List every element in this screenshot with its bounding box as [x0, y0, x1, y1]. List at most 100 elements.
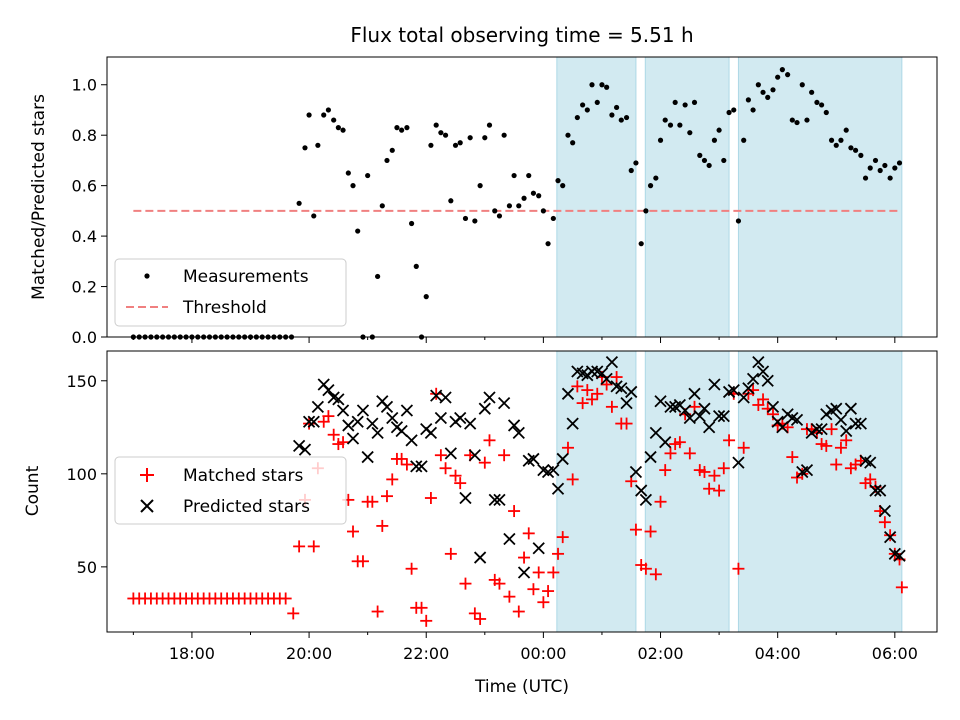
matched-star-point [512, 605, 525, 618]
matched-star-point [581, 384, 594, 397]
predicted-star-point [639, 493, 653, 507]
predicted-star-point [517, 566, 531, 579]
measurement-point [633, 160, 639, 166]
predicted-star-point [644, 450, 657, 464]
measurement-point [799, 82, 805, 88]
predicted-star-point-b [468, 449, 481, 462]
predicted-star-point-b [410, 460, 423, 473]
measurement-point [452, 142, 459, 148]
ratio-y-tick-label: 0.6 [72, 177, 97, 196]
matched-star-point [303, 417, 316, 430]
predicted-star-point-b [869, 484, 882, 497]
measurement-point [404, 125, 410, 131]
predicted-star-point-b [746, 372, 760, 386]
predicted-star-point-b [551, 482, 565, 495]
measurement-point [516, 203, 522, 209]
predicted-star-point-b [629, 465, 643, 479]
predicted-star-point [307, 415, 320, 428]
predicted-star-point-b [459, 491, 472, 505]
predicted-star-point-b [834, 413, 848, 426]
measurement-point [511, 172, 517, 179]
predicted-star-point-b [483, 391, 496, 404]
measurement-point [530, 190, 537, 196]
predicted-star-point [298, 443, 312, 456]
measurement-point [589, 82, 595, 88]
measurement-point [296, 200, 302, 206]
predicted-star-point-b [893, 549, 906, 562]
predicted-star-point [717, 409, 730, 423]
predicted-star-point [737, 391, 750, 404]
measurement-point [492, 208, 498, 214]
matched-star-point [405, 562, 418, 575]
predicted-star-point [810, 423, 824, 436]
x-tick-label: 20:00 [286, 644, 332, 663]
measurement-point [438, 130, 444, 136]
predicted-star-point [556, 452, 569, 466]
predicted-star-point [600, 372, 613, 386]
x-tick-label: 00:00 [520, 644, 566, 663]
predicted-star-point [790, 413, 804, 426]
measurement-point [843, 127, 849, 133]
predicted-star-point-b [591, 365, 604, 378]
predicted-star-point [346, 432, 360, 445]
predicted-star-point-b [732, 456, 745, 469]
measurement-point [486, 122, 493, 128]
measurement-point [701, 157, 708, 164]
ratio-y-tick-label: 0.0 [72, 328, 97, 347]
measurement-point [413, 263, 419, 269]
measurement-point [496, 213, 503, 219]
matched-star-point [293, 540, 306, 553]
measurement-point [584, 107, 590, 113]
predicted-star-point-b [503, 532, 516, 546]
predicted-star-point [311, 400, 325, 413]
matched-star-point [327, 428, 340, 441]
predicted-star-point [351, 415, 364, 428]
measurement-point [731, 107, 737, 113]
predicted-star-point-b [786, 411, 799, 425]
matched-star-point [434, 449, 447, 462]
measurement-point [809, 89, 815, 95]
matched-star-point [376, 519, 389, 532]
predicted-star-point [473, 551, 487, 564]
matched-star-point [664, 447, 677, 460]
matched-star-point [659, 464, 672, 477]
observing-band [644, 350, 730, 633]
measurement-point [716, 127, 722, 133]
predicted-star-point [805, 426, 818, 440]
measurement-point [706, 162, 712, 169]
measurement-point [750, 107, 756, 113]
predicted-star-point-b [737, 391, 750, 404]
measurement-point [638, 241, 644, 247]
measurement-point [560, 183, 566, 189]
measurement-point [721, 157, 727, 164]
matched-star-point [518, 551, 531, 564]
predicted-star-point [415, 460, 428, 473]
measurement-point [887, 175, 893, 181]
matched-star-point [380, 490, 393, 503]
predicted-star-point-b [346, 432, 360, 445]
predicted-star-point [336, 404, 350, 417]
predicted-star-point [815, 423, 828, 436]
measurement-point [852, 147, 859, 153]
predicted-star-point-b [693, 409, 706, 423]
count-plot-legend: Matched stars Predicted stars [114, 456, 347, 525]
measurement-point [804, 117, 810, 123]
predicted-star-point-b [884, 530, 897, 544]
observing-band [644, 56, 730, 338]
measurement-point [628, 167, 634, 174]
measurement-point [433, 122, 439, 128]
matched-star-point [498, 449, 511, 462]
measurement-point [745, 97, 751, 103]
predicted-star-point [869, 484, 882, 497]
predicted-star-point [678, 404, 692, 417]
predicted-star-point-b [610, 380, 623, 393]
matched-star-point [732, 562, 745, 575]
predicted-star-point-b [311, 400, 325, 413]
predicted-star-point-b [327, 391, 340, 404]
observing-band [737, 56, 903, 338]
predicted-star-point-b [464, 417, 477, 430]
measurement-point [521, 195, 527, 201]
measurement-point [399, 127, 405, 133]
legend-threshold-label: Threshold [182, 298, 267, 318]
measurement-point [442, 132, 449, 138]
